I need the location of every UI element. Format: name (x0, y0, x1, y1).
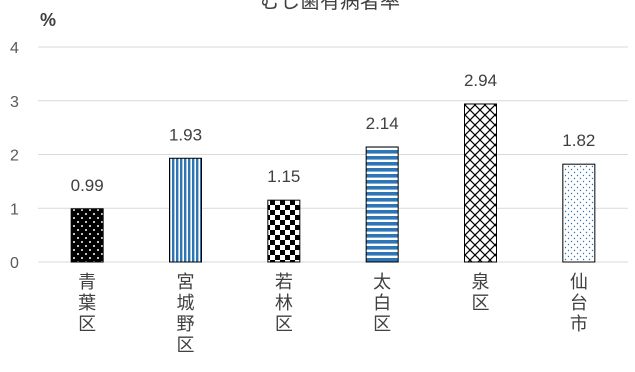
bar-4 (464, 103, 497, 263)
chart-title: むし歯有病者率 (260, 0, 400, 13)
y-tick-label: 1 (10, 201, 19, 218)
category-labels: 青葉区 宮城野区 若林区 太白区 泉区 仙台市 (78, 272, 588, 355)
data-label: 2.94 (464, 71, 497, 90)
category-label: 泉区 (472, 272, 490, 313)
category-label: 仙台市 (570, 272, 588, 334)
data-label: 2.14 (366, 114, 399, 133)
bars (70, 103, 596, 263)
y-axis-ticks: 0 1 2 3 4 (10, 40, 19, 272)
data-label: 1.82 (562, 131, 595, 150)
bar-2 (267, 199, 301, 263)
category-label: 青葉区 (78, 272, 96, 334)
category-label: 太白区 (373, 272, 391, 334)
bar-0 (70, 208, 104, 263)
data-label: 1.15 (267, 167, 300, 186)
y-tick-label: 4 (10, 40, 19, 57)
y-tick-label: 0 (10, 255, 19, 272)
bar-3 (365, 146, 399, 263)
y-tick-label: 3 (10, 94, 19, 111)
gridlines (38, 46, 628, 263)
category-label: 若林区 (275, 272, 293, 334)
data-labels: 0.99 1.93 1.15 2.14 2.94 1.82 (71, 71, 596, 195)
y-tick-label: 2 (10, 148, 19, 165)
data-label: 0.99 (71, 176, 104, 195)
bar-5 (562, 163, 596, 263)
category-label: 宮城野区 (177, 272, 195, 355)
bar-1 (169, 157, 202, 263)
y-axis-unit-label: % (40, 10, 56, 30)
data-label: 1.93 (169, 125, 202, 144)
